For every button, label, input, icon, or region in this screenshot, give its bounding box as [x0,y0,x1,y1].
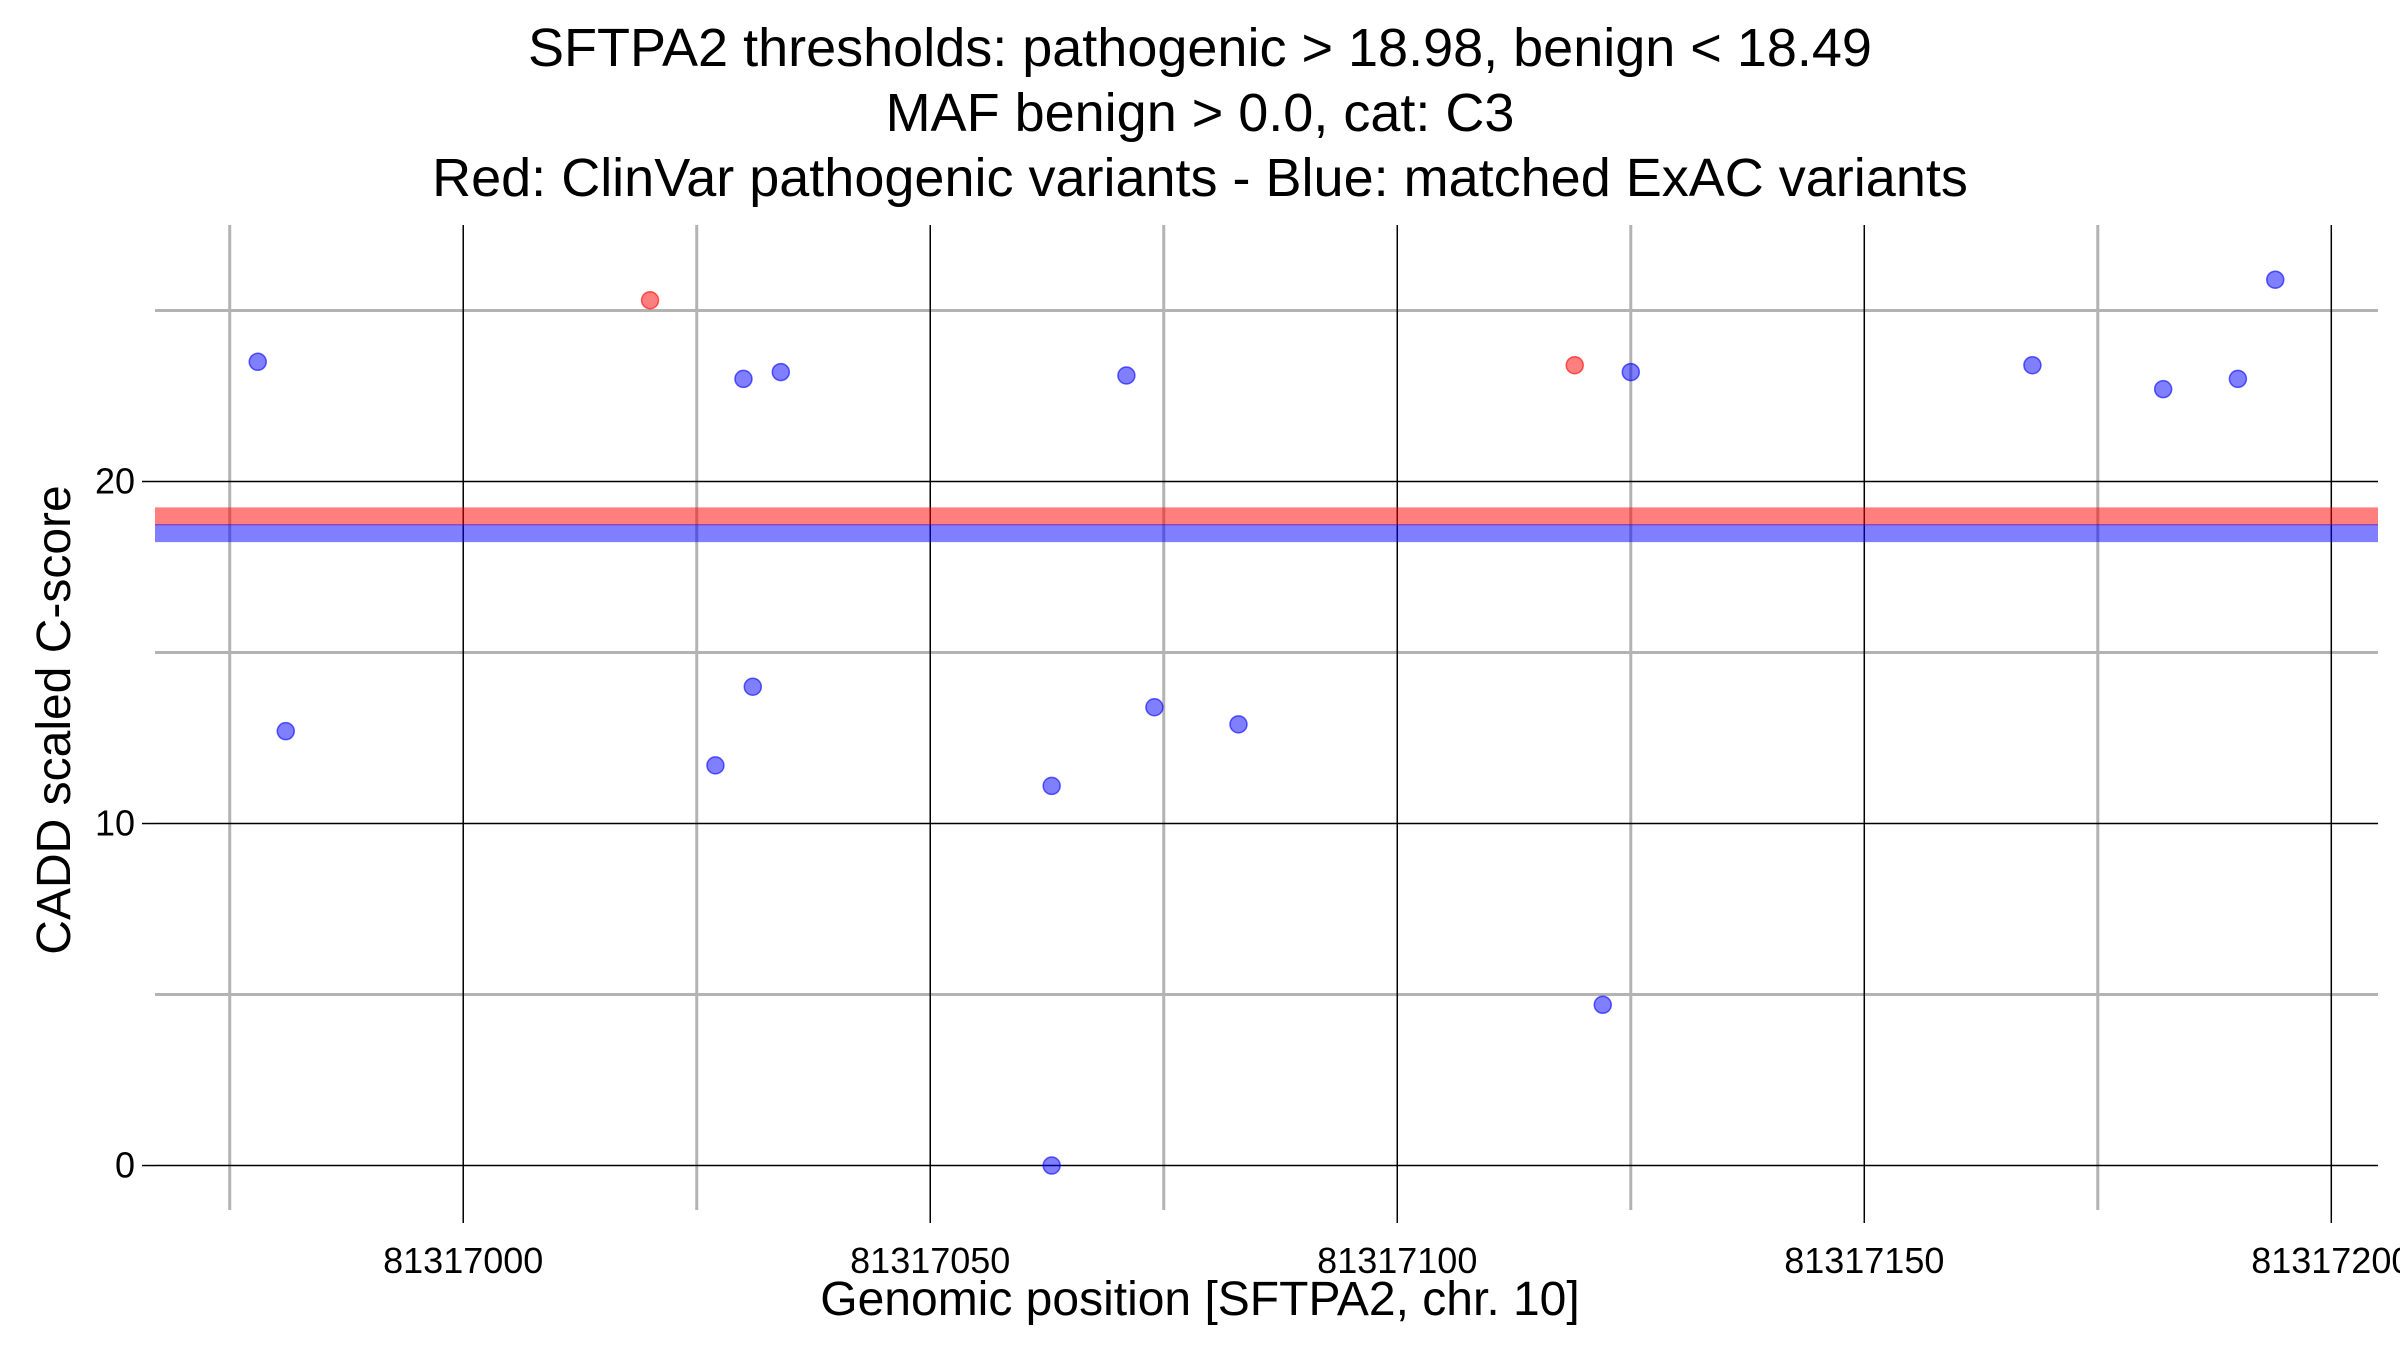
benign-point [1621,362,1641,382]
benign-point [2153,379,2173,399]
benign-point [1593,995,1613,1015]
benign-point [1042,1156,1061,1175]
pathogenic-point [1565,355,1584,375]
benign-point [1145,697,1164,717]
threshold-bands [155,507,2378,543]
minor-gridlines [155,225,2378,1210]
title-line-1: SFTPA2 thresholds: pathogenic > 18.98, b… [528,18,1872,78]
plot-area [155,225,2378,1210]
benign-point [1229,715,1248,734]
benign-point [2228,369,2248,389]
x-axis-title: Genomic position [SFTPA2, chr. 10] [820,1273,1579,1326]
y-tick-label: 20 [95,461,135,502]
x-axis: 81317000 81317050 81317100 81317150 81317200 [383,1210,2400,1281]
y-axis: 0 10 20 [95,461,155,1186]
title-line-3: Red: ClinVar pathogenic variants - Blue:… [432,148,1968,208]
benign-point [1117,366,1136,385]
data-points [248,270,2285,1175]
x-tick-label: 81317200 [2251,1240,2400,1281]
benign-point [743,677,763,696]
benign-point [1042,776,1061,796]
benign-point [771,362,791,382]
chart-title: SFTPA2 thresholds: pathogenic > 18.98, b… [432,18,1968,208]
benign-point [734,369,753,389]
x-tick-label: 81317150 [1784,1240,1944,1281]
pathogenic-point [640,290,660,310]
y-tick-label: 0 [115,1145,135,1186]
benign-point [2266,270,2285,289]
benign-point [2023,355,2042,375]
major-gridlines [155,225,2378,1210]
benign-point [706,756,725,775]
y-tick-label: 10 [95,803,135,844]
x-tick-label: 81317100 [1317,1240,1477,1281]
title-line-2: MAF benign > 0.0, cat: C3 [886,83,1515,143]
benign-point [248,352,267,372]
x-tick-label: 81317000 [383,1240,543,1281]
x-tick-label: 81317050 [850,1240,1010,1281]
y-axis-title: CADD scaled C-score [28,485,81,954]
benign-point [276,721,296,741]
